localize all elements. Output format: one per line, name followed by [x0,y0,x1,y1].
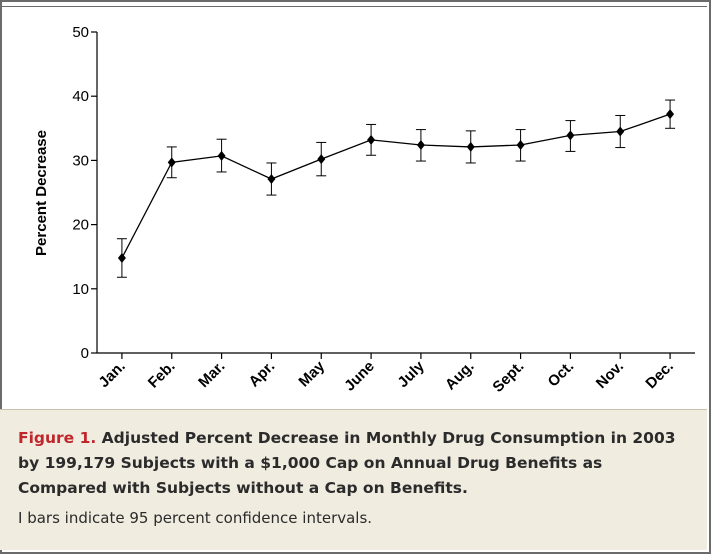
x-tick-label: Aug. [442,358,478,394]
y-tick-label: 50 [72,24,89,41]
x-tick-label: Nov. [593,358,627,392]
x-tick-label: Oct. [545,358,578,391]
data-points [117,109,675,263]
data-point [117,252,126,263]
x-tick-label: May [295,357,328,390]
data-point [416,139,425,150]
caption-title: Figure 1. Adjusted Percent Decrease in M… [18,426,689,501]
axes [91,31,695,359]
figure-caption: Figure 1. Adjusted Percent Decrease in M… [0,409,707,550]
y-tick-label: 20 [72,217,89,234]
data-point [167,157,176,168]
data-point [666,109,675,120]
data-point [566,130,575,141]
data-point [516,139,525,150]
data-point [267,174,276,185]
x-tick-label: June [341,358,378,395]
series-polyline [121,113,671,259]
data-point [466,141,475,152]
y-axis-label: Percent Decrease [33,130,50,256]
x-tick-label: Sept. [489,358,527,396]
x-tick-label: Jan. [96,358,129,391]
caption-title-text: Adjusted Percent Decrease in Monthly Dru… [18,429,676,497]
line-chart: Jan. Feb. Mar. Apr. May June July Aug. Sept. Oct.… [33,24,695,396]
x-tick-label: Dec. [642,358,676,392]
x-tick-label: Mar. [195,358,228,391]
x-tick-label: July [395,357,429,391]
y-tick-label: 40 [72,88,89,105]
data-point [616,126,625,137]
confidence-interval-bars [116,99,676,278]
data-point [317,154,326,165]
figure-label: Figure 1. [18,429,97,447]
caption-note: I bars indicate 95 percent confidence in… [18,509,373,527]
x-tick-labels: Jan. Feb. Mar. Apr. May June July Aug. Sept. Oct.… [96,357,677,395]
data-point [367,134,376,145]
series-line [121,113,671,259]
x-tick-label: Feb. [145,358,179,392]
x-tick-label: Apr. [246,358,279,391]
y-tick-label: 30 [72,152,89,169]
y-tick-labels: 0 10 20 30 40 50 [72,24,89,362]
y-tick-label: 0 [81,345,89,362]
y-tick-label: 10 [72,281,89,298]
data-point [217,150,226,161]
top-rule [0,6,707,7]
